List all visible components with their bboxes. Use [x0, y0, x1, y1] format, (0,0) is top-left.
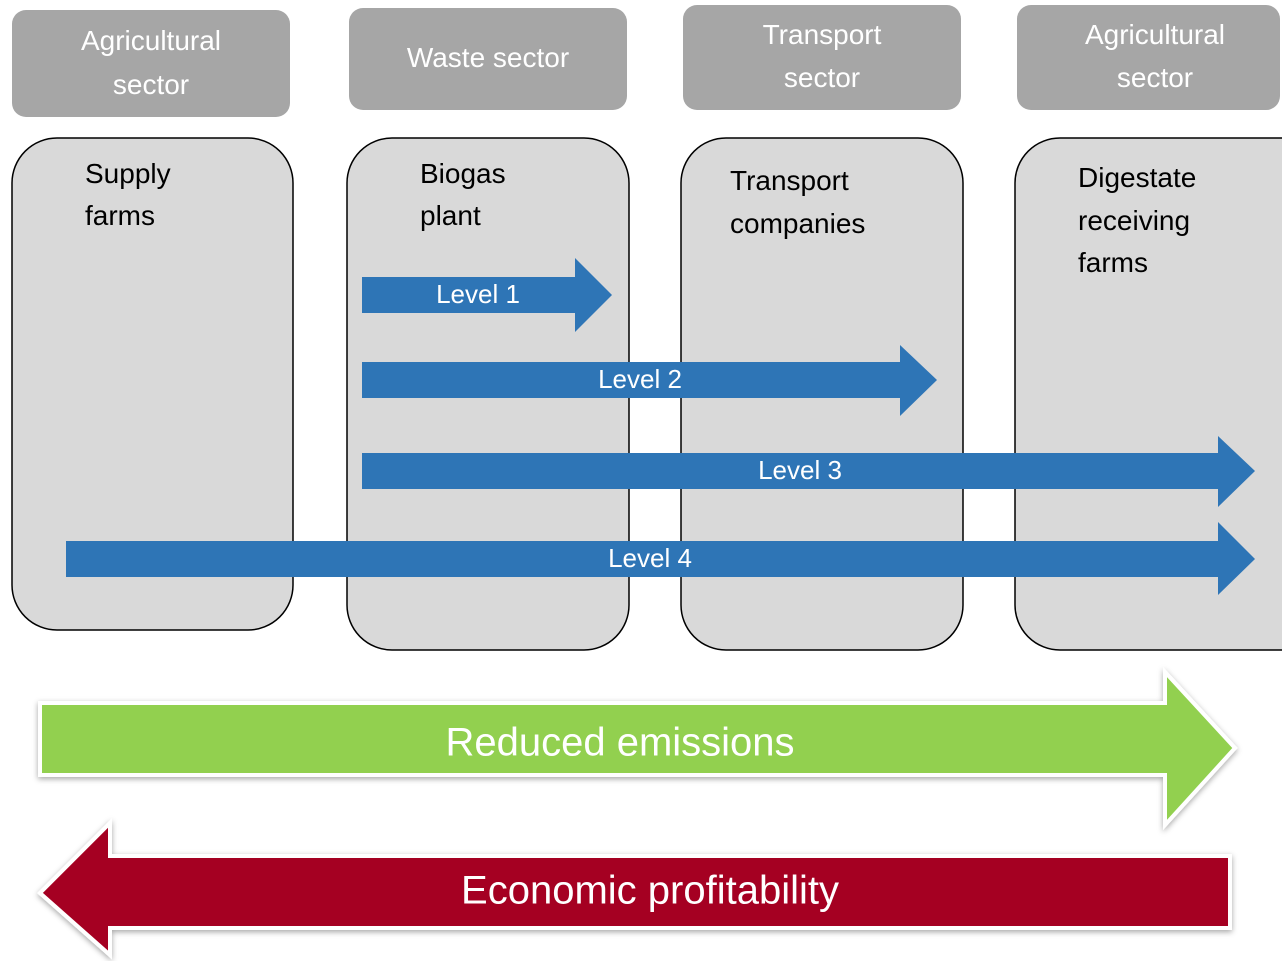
level-label: Level 4	[608, 543, 692, 573]
sector-label: Agricultural sector	[1085, 19, 1225, 93]
sector-label: Agricultural sector	[81, 25, 221, 100]
column-label: Transport companies	[730, 165, 865, 239]
level-arrow	[362, 436, 1255, 507]
column-box	[11, 137, 294, 631]
level-arrow	[362, 345, 937, 416]
sector-label: Waste sector	[407, 42, 569, 73]
column-box	[1014, 137, 1282, 651]
column-label: Supply farms	[85, 158, 171, 231]
column-label: Biogas plant	[420, 158, 506, 231]
sector-box	[12, 10, 290, 117]
level-arrow	[362, 258, 612, 332]
emissions-label: Reduced emissions	[445, 721, 794, 765]
profitability-arrow	[37, 818, 1232, 960]
emissions-arrow	[38, 666, 1238, 831]
sector-box	[349, 8, 627, 110]
sector-box	[683, 5, 961, 110]
column-label: Digestate receiving farms	[1078, 162, 1196, 278]
profitability-label: Economic profitability	[461, 869, 839, 913]
level-label: Level 3	[758, 455, 842, 485]
sector-label: Transport sector	[763, 19, 882, 93]
sector-box	[1017, 5, 1280, 110]
level-label: Level 2	[598, 364, 682, 394]
level-arrow	[66, 522, 1255, 595]
level-label: Level 1	[436, 279, 520, 309]
